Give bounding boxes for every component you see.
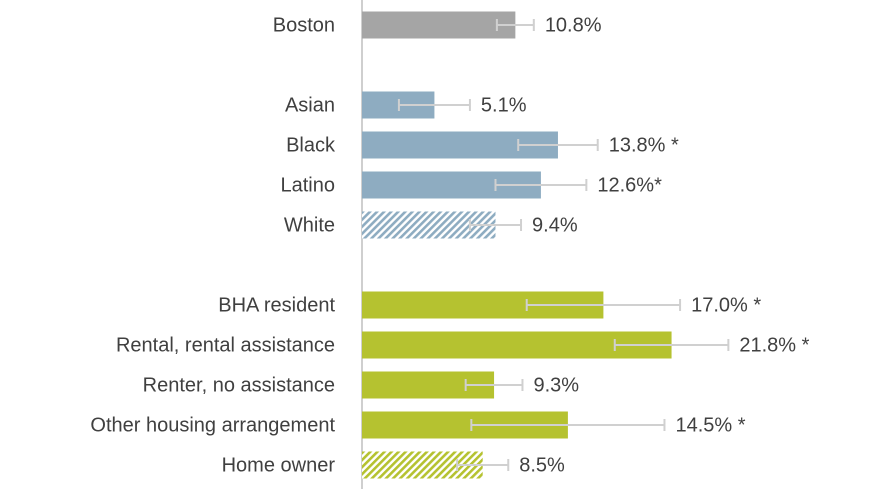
category-label: Home owner (222, 454, 336, 476)
category-label: Boston (273, 14, 335, 36)
value-label: 21.8% * (739, 334, 809, 356)
category-label: Latino (281, 174, 336, 196)
value-label: 12.6%* (597, 174, 662, 196)
value-label: 13.8% * (609, 134, 679, 156)
value-label: 9.4% (532, 214, 578, 236)
value-label: 17.0% * (691, 294, 761, 316)
category-label: White (284, 214, 335, 236)
category-label: Asian (285, 94, 335, 116)
value-label: 9.3% (533, 374, 579, 396)
category-label: BHA resident (218, 294, 335, 316)
value-label: 14.5% * (675, 414, 745, 436)
value-label: 8.5% (519, 454, 565, 476)
category-label: Rental, rental assistance (116, 334, 335, 356)
category-label: Renter, no assistance (143, 374, 335, 396)
bar (362, 11, 516, 39)
category-label: Black (286, 134, 336, 156)
category-label: Other housing arrangement (90, 414, 335, 436)
value-label: 10.8% (545, 14, 602, 36)
value-label: 5.1% (481, 94, 527, 116)
